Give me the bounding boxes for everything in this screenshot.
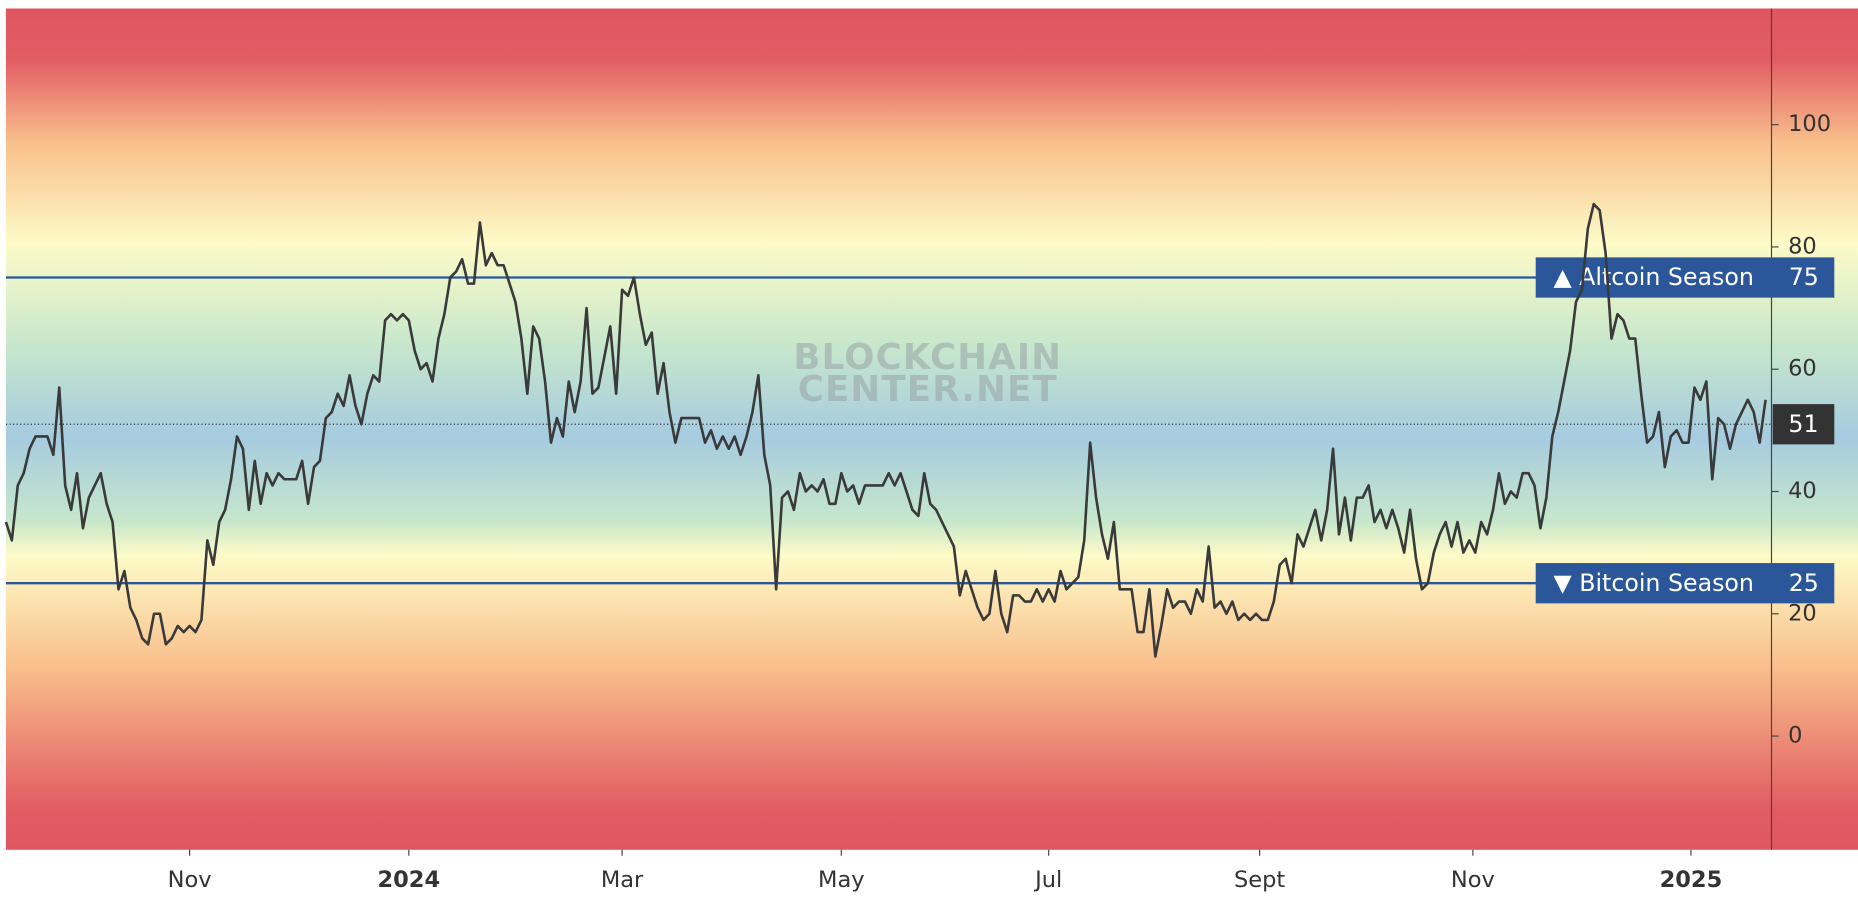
last-value-label: 51 xyxy=(1788,410,1818,438)
watermark: BLOCKCHAIN xyxy=(793,337,1062,378)
watermark: CENTER.NET xyxy=(798,369,1058,410)
x-tick-label: Nov xyxy=(168,867,212,893)
y-tick-label: 80 xyxy=(1788,233,1817,259)
x-tick-label: Mar xyxy=(601,867,644,893)
reference-value: 75 xyxy=(1789,263,1819,291)
last-value-box xyxy=(1772,404,1835,445)
x-tick-label: Nov xyxy=(1451,867,1495,893)
reference-label-box xyxy=(1535,563,1835,604)
series-line xyxy=(4,202,1767,658)
reference-label: ▲ Altcoin Season xyxy=(1553,263,1753,291)
y-tick-label: 0 xyxy=(1788,723,1802,749)
x-tick-label: Jul xyxy=(1033,867,1062,893)
y-tick-label: 40 xyxy=(1788,478,1817,504)
y-tick-label: 100 xyxy=(1788,111,1831,137)
x-tick-label: 2025 xyxy=(1660,867,1723,893)
x-tick-label: Sept xyxy=(1234,867,1285,893)
x-tick-label: 2024 xyxy=(377,867,440,893)
background xyxy=(5,8,1858,850)
reference-label: ▼ Bitcoin Season xyxy=(1553,569,1753,597)
y-tick-label: 20 xyxy=(1788,600,1817,626)
x-tick-label: May xyxy=(818,867,865,893)
reference-value: 25 xyxy=(1789,569,1819,597)
y-tick-label: 60 xyxy=(1788,356,1817,382)
